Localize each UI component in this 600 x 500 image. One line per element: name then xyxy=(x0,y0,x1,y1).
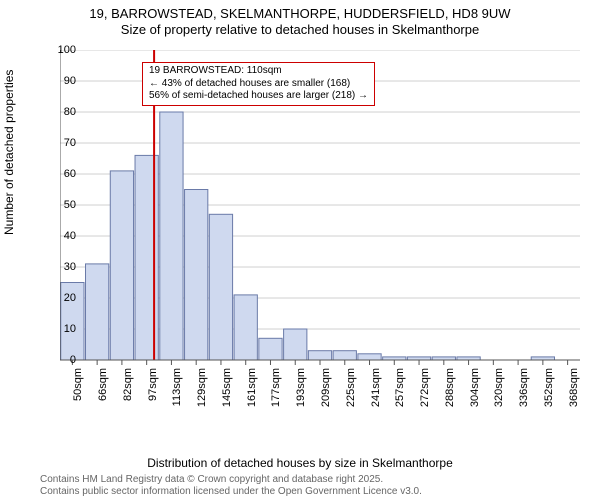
xtick-label: 304sqm xyxy=(469,368,481,428)
xtick-label: 225sqm xyxy=(345,368,357,428)
xtick-label: 177sqm xyxy=(270,368,282,428)
credits-line2: Contains public sector information licen… xyxy=(40,486,422,497)
xtick-label: 257sqm xyxy=(394,368,406,428)
ytick-label: 90 xyxy=(46,75,76,87)
xtick-label: 272sqm xyxy=(419,368,431,428)
ytick-label: 60 xyxy=(46,168,76,180)
ytick-label: 80 xyxy=(46,106,76,118)
xtick-label: 145sqm xyxy=(221,368,233,428)
ytick-label: 0 xyxy=(46,354,76,366)
ytick-label: 40 xyxy=(46,230,76,242)
credits: Contains HM Land Registry data © Crown c… xyxy=(40,474,422,498)
ytick-label: 70 xyxy=(46,137,76,149)
xtick-label: 193sqm xyxy=(295,368,307,428)
ytick-label: 10 xyxy=(46,323,76,335)
title-line2: Size of property relative to detached ho… xyxy=(121,22,479,37)
chart-svg xyxy=(60,50,580,420)
xtick-label: 352sqm xyxy=(543,368,555,428)
ytick-label: 20 xyxy=(46,292,76,304)
ytick-label: 30 xyxy=(46,261,76,273)
xtick-label: 336sqm xyxy=(518,368,530,428)
xtick-label: 209sqm xyxy=(320,368,332,428)
xtick-label: 113sqm xyxy=(171,368,183,428)
ytick-label: 100 xyxy=(46,44,76,56)
credits-line1: Contains HM Land Registry data © Crown c… xyxy=(40,474,383,485)
annotation-line2: ← 43% of detached houses are smaller (16… xyxy=(149,78,350,89)
annotation-line1: 19 BARROWSTEAD: 110sqm xyxy=(149,65,282,76)
xtick-label: 241sqm xyxy=(370,368,382,428)
xtick-label: 66sqm xyxy=(97,368,109,428)
annotation-line3: 56% of semi-detached houses are larger (… xyxy=(149,90,368,101)
xtick-label: 368sqm xyxy=(568,368,580,428)
ytick-label: 50 xyxy=(46,199,76,211)
xtick-label: 161sqm xyxy=(246,368,258,428)
plot-area: 19 BARROWSTEAD: 110sqm ← 43% of detached… xyxy=(60,50,580,420)
annotation-box: 19 BARROWSTEAD: 110sqm ← 43% of detached… xyxy=(142,62,375,106)
xtick-label: 288sqm xyxy=(444,368,456,428)
xtick-label: 50sqm xyxy=(72,368,84,428)
y-axis-label: Number of detached properties xyxy=(2,70,16,235)
xtick-label: 97sqm xyxy=(147,368,159,428)
xtick-label: 82sqm xyxy=(122,368,134,428)
x-axis-label: Distribution of detached houses by size … xyxy=(0,456,600,470)
xtick-label: 129sqm xyxy=(196,368,208,428)
chart-title: 19, BARROWSTEAD, SKELMANTHORPE, HUDDERSF… xyxy=(0,0,600,39)
xtick-label: 320sqm xyxy=(493,368,505,428)
title-line1: 19, BARROWSTEAD, SKELMANTHORPE, HUDDERSF… xyxy=(89,6,510,21)
